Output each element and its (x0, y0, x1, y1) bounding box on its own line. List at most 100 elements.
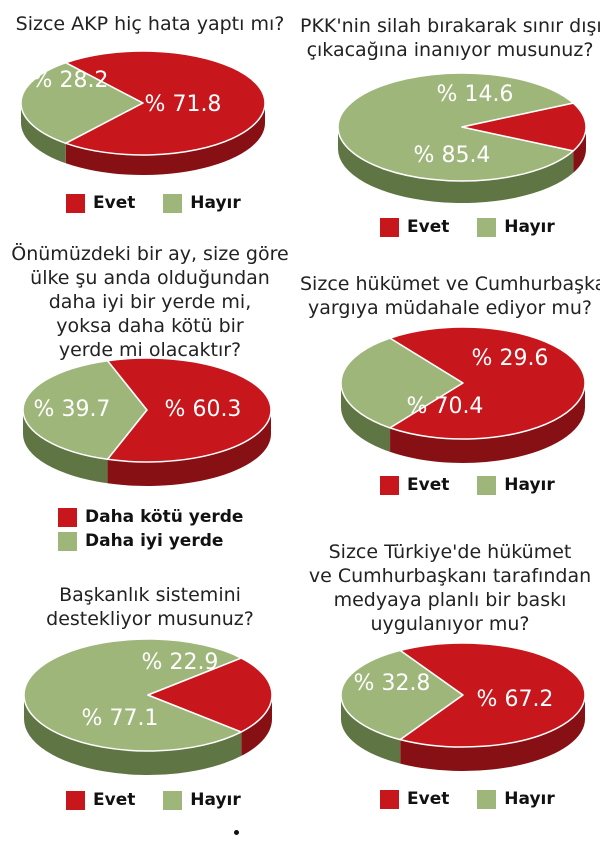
pie-slice-hayır (20, 61, 144, 145)
question-title: PKK'nin silah bırakarak sınır dışına çık… (300, 14, 600, 62)
question-title: Sizce AKP hiç hata yaptı mı? (0, 12, 300, 36)
chart-legend: Evet Hayır (380, 217, 577, 242)
legend-label: Hayır (190, 193, 241, 213)
legend-item-hayir: Hayır (477, 217, 555, 237)
legend-swatch-red (66, 193, 85, 213)
pie-chart: % 14.6 % 85.4 (337, 72, 587, 203)
question-line: Sizce hükümet ve Cumhurbaşkanı (300, 273, 600, 295)
chart-legend: Evet Hayır (66, 193, 263, 218)
slice-value-label: % 85.4 (414, 143, 491, 168)
pie-chart: % 22.9 % 77.1 (23, 638, 273, 775)
legend-label: Daha iyi yerde (85, 531, 224, 551)
question-line: yoksa daha kötü bir (56, 315, 244, 337)
legend-swatch-red (380, 789, 399, 809)
pie-slice-hayır (340, 337, 464, 429)
question-line: Sizce AKP hiç hata yaptı mı? (15, 13, 285, 35)
legend-label: Evet (407, 217, 450, 237)
slice-value-label: % 28.2 (32, 68, 109, 93)
question-title: Önümüzdeki bir ay, size göre ülke şu and… (0, 242, 300, 362)
pie-wall-green (23, 410, 108, 484)
pie-slice-hayır (23, 638, 243, 752)
legend-item-evet: Evet (66, 790, 135, 810)
legend-label: Hayır (190, 790, 241, 810)
slice-value-label: % 60.3 (165, 397, 242, 422)
pie-slice-daha-iyi-yerde (22, 359, 148, 461)
legend-item-hayir: Hayır (477, 789, 555, 809)
legend-item-evet: Evet (66, 193, 135, 213)
legend-swatch-green (477, 217, 497, 237)
pie-wall-red (241, 695, 272, 756)
question-line: daha iyi bir yerde mi, (48, 291, 252, 313)
legend-swatch-green (58, 531, 77, 551)
question-line: çıkacağına inanıyor musunuz? (306, 39, 594, 61)
legend-item-worse: Daha kötü yerde (58, 505, 243, 529)
pie-wall-red (107, 410, 271, 486)
legend-swatch-green (477, 475, 497, 495)
legend-swatch-red (380, 475, 399, 495)
pie-wall-green (24, 695, 242, 775)
pie-slice-evet (147, 657, 273, 733)
chart-panel-judiciary: Sizce hükümet ve Cumhurbaşkanı yargıya m… (300, 270, 600, 510)
pie-slice-daha-kötü-yerde (106, 357, 272, 463)
legend-item-evet: Evet (380, 789, 449, 809)
question-line: Sizce Türkiye'de hükümet (328, 541, 572, 563)
legend-item-evet: Evet (380, 217, 449, 237)
legend-label: Evet (93, 193, 136, 213)
legend-swatch-green (163, 193, 183, 213)
pie-slice-evet (399, 642, 586, 748)
question-title: Sizce hükümet ve Cumhurbaşkanı yargıya m… (300, 272, 600, 320)
legend-label: Hayır (504, 475, 555, 495)
chart-panel-presidential-system: Başkanlık sistemini destekliyor musunuz?… (0, 575, 300, 825)
question-line: Başkanlık sistemini (59, 584, 241, 606)
pie-slice-hayır (337, 72, 574, 182)
question-line: Önümüzdeki bir ay, size göre (11, 243, 289, 265)
legend-swatch-red (66, 790, 85, 810)
legend-swatch-green (477, 789, 497, 809)
pie-wall-red (573, 127, 586, 173)
pie-slice-evet (389, 326, 586, 440)
slice-value-label: % 29.6 (472, 346, 549, 371)
slice-value-label: % 39.7 (34, 397, 111, 422)
chart-panel-media-pressure: Sizce Türkiye'de hükümet ve Cumhurbaşkan… (300, 538, 600, 828)
slice-value-label: % 77.1 (82, 706, 159, 731)
question-line: destekliyor musunuz? (46, 608, 254, 630)
pie-chart: % 70.4 % 29.6 (340, 326, 586, 463)
pie-wall-red (65, 103, 265, 175)
pie-chart: % 67.2 % 32.8 (340, 642, 586, 771)
legend-item-evet: Evet (380, 475, 449, 495)
pie-wall-red (390, 383, 585, 463)
slice-value-label: % 71.8 (145, 92, 222, 117)
question-line: ülke şu anda olduğundan (30, 267, 270, 289)
legend-swatch-red (58, 507, 77, 527)
pie-slice-hayır (340, 649, 464, 741)
question-line: yargıya müdahale ediyor mu? (308, 297, 592, 319)
legend-label: Hayır (504, 789, 555, 809)
legend-item-hayir: Hayır (163, 193, 241, 213)
legend-label: Hayır (504, 217, 555, 237)
slice-value-label: % 67.2 (477, 687, 554, 712)
legend-item-better: Daha iyi yerde (58, 529, 243, 553)
question-title: Başkanlık sistemini destekliyor musunuz? (0, 583, 300, 631)
pie-slice-evet (65, 50, 266, 156)
question-line: PKK'nin silah bırakarak sınır dışına (300, 15, 600, 37)
chart-panel-pkk-disarm: PKK'nin silah bırakarak sınır dışına çık… (300, 0, 600, 245)
slice-value-label: % 32.8 (354, 671, 431, 696)
slice-value-label: % 22.9 (142, 650, 219, 675)
legend-swatch-green (163, 790, 183, 810)
question-line: yerde mi olacaktır? (58, 339, 242, 361)
legend-swatch-red (380, 217, 399, 237)
chart-legend: Evet Hayır (380, 475, 577, 500)
legend-label: Daha kötü yerde (85, 507, 244, 527)
pie-chart: % 71.8 % 28.2 (20, 50, 266, 175)
chart-panel-akp-mistakes: Sizce AKP hiç hata yaptı mı? % 71.8 % 28.… (0, 0, 300, 225)
legend-label: Evet (407, 475, 450, 495)
chart-legend: Daha kötü yerde Daha iyi yerde (58, 505, 243, 553)
legend-label: Evet (407, 789, 450, 809)
legend-item-hayir: Hayır (477, 475, 555, 495)
chart-panel-country-future: Önümüzdeki bir ay, size göre ülke şu and… (0, 240, 300, 560)
chart-legend: Evet Hayır (66, 790, 263, 815)
slice-value-label: % 70.4 (407, 394, 484, 419)
chart-legend: Evet Hayır (380, 789, 577, 814)
question-line: uygulanıyor mu? (370, 613, 530, 635)
